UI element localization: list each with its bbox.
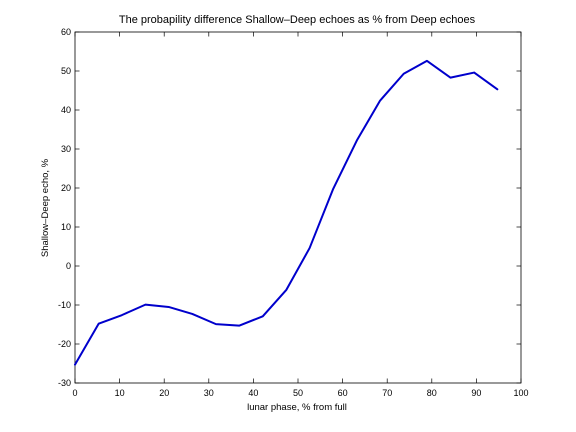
x-tick-label: 100 <box>513 388 528 398</box>
tick-marks: 0 10 20 30 40 50 60 70 80 90 100 -30 -20 -10 0 10 20 30 40… <box>58 27 529 398</box>
y-tick-label: -10 <box>58 300 71 310</box>
x-tick-label: 50 <box>293 388 303 398</box>
y-tick-label: -30 <box>58 378 71 388</box>
x-tick-label: 80 <box>427 388 437 398</box>
plot-frame <box>74 31 522 384</box>
series-line <box>74 59 499 366</box>
x-tick-label: 10 <box>115 388 125 398</box>
y-axis-label: Shallow–Deep echo, % <box>40 158 51 257</box>
series-lines <box>74 59 499 366</box>
x-tick-label: 40 <box>248 388 258 398</box>
x-tick-label: 20 <box>159 388 169 398</box>
axes <box>74 31 522 384</box>
y-tick-label: 10 <box>61 222 71 232</box>
chart-title: The probapility difference Shallow–Deep … <box>119 14 476 26</box>
x-tick-label: 30 <box>204 388 214 398</box>
y-tick-label: 20 <box>61 183 71 193</box>
x-tick-label: 70 <box>382 388 392 398</box>
y-tick-label: 50 <box>61 66 71 76</box>
y-tick-label: 60 <box>61 27 71 37</box>
x-tick-label: 60 <box>338 388 348 398</box>
y-tick-label: -20 <box>58 339 71 349</box>
y-tick-label: 30 <box>61 144 71 154</box>
y-tick-label: 40 <box>61 105 71 115</box>
x-tick-label: 90 <box>471 388 481 398</box>
y-tick-label: 0 <box>66 261 71 271</box>
x-axis-label: lunar phase, % from full <box>247 402 347 413</box>
x-tick-label: 0 <box>72 388 77 398</box>
